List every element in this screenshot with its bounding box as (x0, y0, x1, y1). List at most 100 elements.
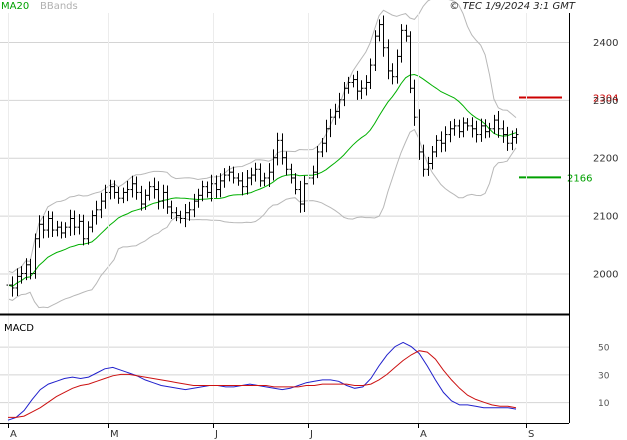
price-bar (373, 30, 378, 72)
price-bar (501, 120, 506, 143)
price-bar (311, 165, 316, 185)
price-bar (346, 76, 351, 94)
price-bar (156, 181, 161, 210)
price-bar (275, 132, 280, 166)
price-bar (390, 63, 395, 85)
price-bar (41, 215, 46, 239)
credit-text: © TEC 1/9/2024 3:1 GMT (449, 1, 576, 12)
ma20-line (7, 73, 517, 288)
price-bar (72, 210, 77, 236)
price-bar (262, 172, 267, 187)
price-bar (342, 81, 347, 107)
macd-y-tick-label: 50 (598, 344, 610, 354)
price-bar (284, 151, 289, 176)
price-bar (68, 209, 73, 236)
price-bar (86, 221, 91, 245)
x-tick-label: S (528, 429, 534, 440)
price-bar (183, 204, 188, 228)
price-bar (324, 119, 329, 153)
price-bar (452, 118, 457, 136)
price-bar (50, 211, 55, 238)
x-tick-label: A (10, 429, 17, 440)
x-tick-label: J (309, 429, 313, 440)
price-bar (421, 144, 426, 177)
macd-lines (7, 341, 517, 421)
price-bar (63, 222, 68, 238)
price-bar (289, 163, 294, 184)
macd-line (7, 341, 517, 421)
price-bar (227, 165, 232, 182)
price-bar (187, 201, 192, 221)
price-bar (222, 168, 227, 188)
macd-y-ticks: 10 30 50 (598, 344, 610, 410)
price-bar (19, 266, 24, 284)
price-bar (15, 268, 20, 296)
price-bar (218, 173, 223, 198)
bbands-legend: BBands (40, 1, 78, 12)
price-bar (381, 15, 386, 57)
price-bar (130, 175, 135, 198)
price-bar (81, 214, 86, 246)
x-tick-label: J (214, 429, 218, 440)
price-bar (253, 162, 258, 182)
price-bar (351, 74, 356, 88)
ma20-path (7, 73, 517, 288)
price-bar (46, 210, 51, 238)
price-bar (461, 117, 466, 138)
price-bar (487, 122, 492, 138)
price-bar (364, 75, 369, 96)
price-bar (139, 185, 144, 211)
price-bar (328, 108, 333, 138)
price-bar (496, 111, 501, 138)
price-y-tick-label: 2300 (593, 96, 618, 107)
price-bar (399, 24, 404, 63)
price-bar (280, 133, 285, 165)
price-y-tick-label: 2200 (593, 154, 618, 165)
price-bar (355, 70, 360, 100)
price-bar (196, 188, 201, 208)
price-y-tick-label: 2100 (593, 212, 618, 223)
price-bar (59, 221, 64, 239)
price-bar (116, 186, 121, 204)
macd-title: MACD (4, 323, 34, 334)
price-bar (368, 58, 373, 90)
x-tick-label: A (420, 429, 427, 440)
price-bar (134, 176, 139, 200)
price-bar (121, 187, 126, 204)
price-bar (439, 131, 444, 153)
price-bar (37, 215, 42, 248)
macd-y-tick-label: 30 (598, 371, 610, 381)
price-bar (448, 121, 453, 143)
price-bar (165, 185, 170, 214)
price-bar (395, 49, 400, 84)
price-panel-frame (0, 13, 569, 314)
price-bar (258, 163, 263, 187)
price-bar (174, 207, 179, 222)
price-bar (28, 258, 33, 280)
price-y-tick-label: 2400 (593, 38, 618, 49)
price-bar (192, 193, 197, 218)
price-bar (77, 214, 82, 235)
price-bars (6, 15, 519, 297)
price-y-ticks: 2000 2100 2200 2300 2400 (593, 38, 618, 281)
macd-grid (0, 13, 569, 423)
price-bar (205, 181, 210, 198)
price-bar (465, 118, 470, 131)
price-bar (236, 173, 241, 186)
price-bar (470, 117, 475, 138)
price-bar (99, 192, 104, 219)
price-bar (125, 180, 130, 202)
price-bar (240, 172, 245, 196)
price-bar (434, 135, 439, 158)
price-bar (178, 210, 183, 224)
price-bar (426, 156, 431, 176)
price-bar (483, 119, 488, 139)
bband-upper (7, 0, 517, 274)
price-bar (147, 181, 152, 201)
price-bar (245, 169, 250, 195)
support-label: 2166 (567, 173, 592, 184)
price-bar (112, 180, 117, 199)
price-bar (90, 210, 95, 233)
